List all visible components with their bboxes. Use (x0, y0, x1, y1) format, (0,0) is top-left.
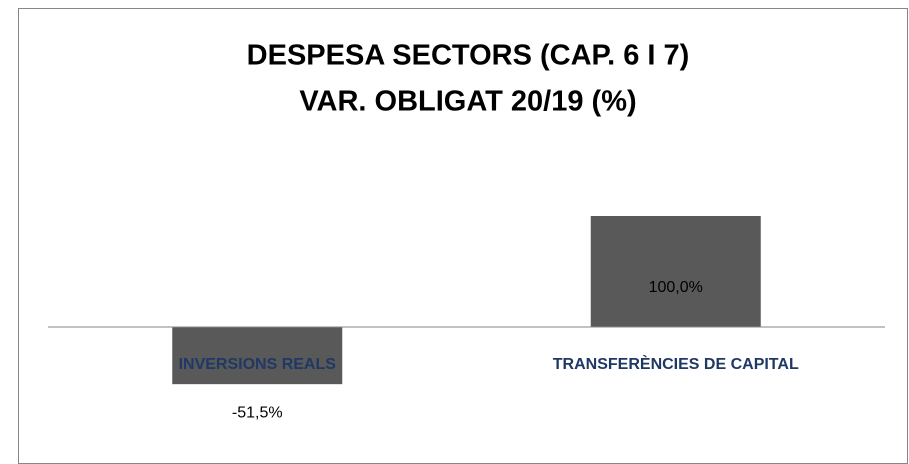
chart-title: VAR. OBLIGAT 20/19 (%) (299, 86, 636, 118)
x-tick-label: TRANSFERÈNCIES DE CAPITAL (553, 354, 799, 373)
bar (172, 327, 343, 385)
data-label: 100,0% (649, 279, 703, 296)
chart-frame (18, 8, 908, 464)
data-label: -51,5% (232, 404, 283, 421)
bar (590, 216, 761, 327)
x-tick-label: INVERSIONS REALS (179, 356, 337, 373)
chart-title: DESPESA SECTORS (CAP. 6 I 7) (247, 40, 690, 72)
